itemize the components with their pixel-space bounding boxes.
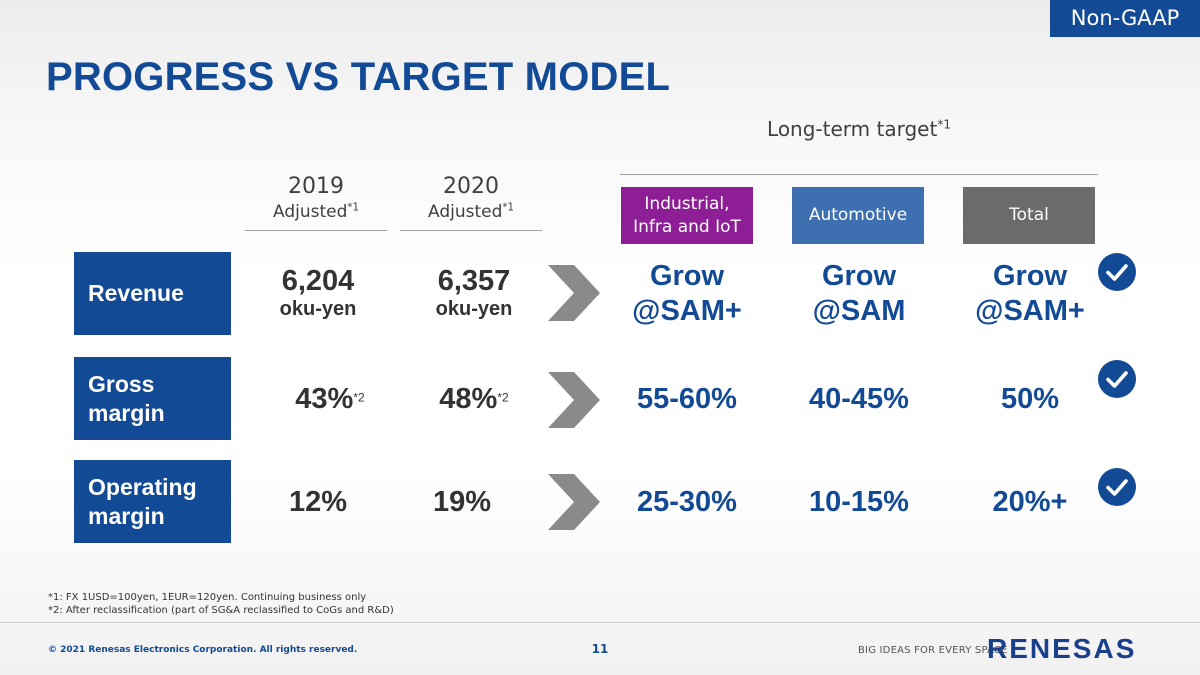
check-circle-icon <box>1098 360 1136 398</box>
adjusted-label: Adjusted*1 <box>428 202 514 222</box>
segment-total: Total <box>963 187 1095 244</box>
operating-margin-target-automotive: 10-15% <box>809 486 909 518</box>
year-label: 2020 <box>443 174 499 199</box>
chevron-right-icon <box>548 372 600 428</box>
operating-margin-2019: 12% <box>288 486 348 518</box>
non-gaap-badge: Non-GAAP <box>1050 0 1200 37</box>
footnotes: *1: FX 1USD=100yen, 1EUR=120yen. Continu… <box>48 591 394 617</box>
long-term-target-label: Long-term target <box>767 117 938 141</box>
operating-margin-target-industrial: 25-30% <box>637 486 737 518</box>
gross-margin-target-automotive: 40-45% <box>809 383 909 415</box>
gross-margin-target-total: 50% <box>1000 383 1060 415</box>
chevron-right-icon <box>548 265 600 321</box>
column-divider <box>400 230 542 231</box>
footnote-marker: *1 <box>937 117 951 132</box>
segment-automotive: Automotive <box>792 187 924 244</box>
svg-text:RENESAS: RENESAS <box>987 633 1136 661</box>
gross-margin-target-industrial: 55-60% <box>637 383 737 415</box>
row-label-revenue: Revenue <box>74 252 231 335</box>
column-header-2020: 2020 Adjusted*1 <box>400 173 542 223</box>
revenue-target-total: Grow @SAM+ <box>975 260 1085 327</box>
gross-margin-2020: 48%*2 <box>439 383 509 415</box>
gross-margin-2019: 43%*2 <box>295 383 365 415</box>
row-label-operating-margin: Operating margin <box>74 460 231 543</box>
revenue-2020: 6,357 oku-yen <box>435 265 513 320</box>
column-divider <box>245 230 387 231</box>
renesas-logo: RENESAS <box>987 633 1136 661</box>
chevron-right-icon <box>548 474 600 530</box>
long-term-divider <box>620 174 1098 175</box>
revenue-target-industrial: Grow @SAM+ <box>632 260 742 327</box>
page-title: PROGRESS VS TARGET MODEL <box>46 55 671 99</box>
segment-industrial: Industrial, Infra and IoT <box>621 187 753 244</box>
tagline: BIG IDEAS FOR EVERY SPACE <box>858 645 1008 656</box>
long-term-target-header: Long-term target*1 <box>620 117 1098 141</box>
revenue-target-automotive: Grow @SAM <box>812 260 906 327</box>
check-circle-icon <box>1098 468 1136 506</box>
footnote-1: *1: FX 1USD=100yen, 1EUR=120yen. Continu… <box>48 592 367 603</box>
check-circle-icon <box>1098 253 1136 291</box>
column-header-2019: 2019 Adjusted*1 <box>245 173 387 223</box>
revenue-2019: 6,204 oku-yen <box>279 265 357 320</box>
operating-margin-2020: 19% <box>432 486 492 518</box>
copyright: © 2021 Renesas Electronics Corporation. … <box>48 645 358 655</box>
footer-divider <box>0 622 1200 623</box>
adjusted-label: Adjusted*1 <box>273 202 359 222</box>
row-label-gross-margin: Gross margin <box>74 357 231 440</box>
page-number: 11 <box>591 642 609 656</box>
year-label: 2019 <box>288 174 344 199</box>
footnote-2: *2: After reclassification (part of SG&A… <box>48 605 394 616</box>
operating-margin-target-total: 20%+ <box>992 486 1068 518</box>
